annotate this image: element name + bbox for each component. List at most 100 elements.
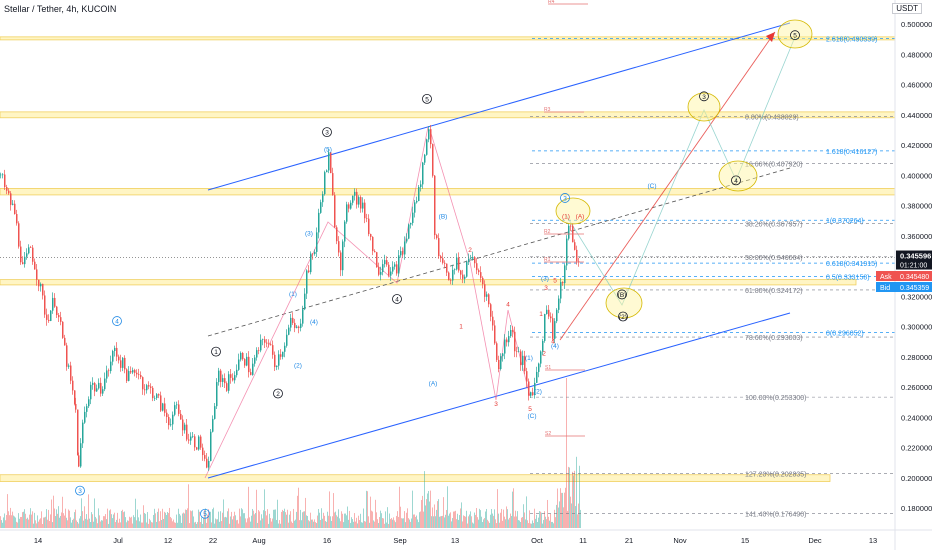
candle-body: [372, 236, 374, 252]
volume-bar: [367, 491, 368, 528]
candle: [396, 260, 398, 276]
candle: [500, 353, 502, 371]
candle-body: [556, 309, 558, 322]
volume-bar: [512, 491, 513, 528]
elliott-wave-labels: 3 4 5 1 2 3 4 5 (1) (2) (3) (4) (5) (A) (B) (C) (1) (2) (3…: [75, 30, 800, 519]
volume-bar: [112, 518, 113, 528]
candle-body: [360, 197, 362, 209]
volume-bar: [399, 486, 400, 528]
wave-label-circle: [617, 289, 627, 300]
candle-body: [192, 436, 194, 437]
price-tick-label: 0.180000: [901, 504, 932, 513]
wave-label-circle: [422, 93, 432, 104]
volume-bar: [330, 516, 331, 528]
volume-bar: [366, 490, 367, 528]
volume-bar: [9, 515, 10, 528]
volume-bar: [540, 511, 541, 528]
wave-label-circle: [112, 316, 122, 326]
volume-bar: [27, 517, 28, 528]
candle-body: [418, 186, 420, 201]
candle-body: [392, 266, 394, 272]
candle: [8, 188, 10, 195]
candle-body: [36, 269, 38, 280]
candle-body: [42, 283, 44, 296]
volume-bar: [520, 522, 521, 528]
candle: [574, 239, 576, 251]
volume-bar: [156, 521, 157, 528]
volume-bar: [500, 512, 501, 528]
volume-bar: [343, 522, 344, 528]
volume-bar: [429, 501, 430, 528]
candle: [314, 249, 316, 256]
volume-bar: [555, 517, 556, 528]
candle: [322, 191, 324, 207]
candle-body: [490, 304, 492, 317]
candle-body: [110, 361, 112, 372]
volume-bar: [411, 518, 412, 528]
volume-bar: [166, 515, 167, 528]
volume-bar: [556, 504, 557, 528]
candle-body: [404, 241, 406, 255]
volume-bar: [29, 514, 30, 528]
candle: [22, 256, 24, 265]
candle: [274, 351, 276, 371]
candle-body: [384, 260, 386, 265]
volume-bar: [434, 504, 435, 528]
volume-bar: [301, 520, 302, 528]
candle: [18, 221, 20, 249]
candle: [372, 236, 374, 256]
volume-bar: [53, 495, 54, 528]
candle-body: [570, 225, 572, 227]
volume-bar: [2, 522, 3, 528]
volume-bar: [238, 523, 239, 528]
volume-bar: [372, 511, 373, 528]
volume-bar: [180, 515, 181, 528]
candle: [352, 195, 354, 206]
volume-bar: [105, 514, 106, 528]
projection-arrow-line: [559, 31, 776, 341]
volume-bar: [103, 516, 104, 528]
volume-bar: [348, 519, 349, 528]
wave-label-circle: [790, 30, 800, 41]
volume-bar: [277, 499, 278, 528]
candle: [532, 387, 534, 397]
volume-bar: [272, 518, 273, 528]
volume-bar: [534, 508, 535, 528]
candle-body: [356, 191, 358, 205]
volume-bar: [125, 517, 126, 528]
volume-bar: [141, 522, 142, 528]
candle-body: [94, 383, 96, 392]
volume-bar: [394, 520, 395, 528]
candle: [138, 368, 140, 380]
volume-bar: [419, 512, 420, 528]
candle: [116, 342, 118, 362]
volume-bar: [347, 506, 348, 528]
candle: [556, 308, 558, 324]
wave-label: (2): [619, 314, 627, 321]
price-tick-label: 0.240000: [901, 413, 932, 422]
volume-bar: [60, 515, 61, 528]
volume-bar: [230, 516, 231, 528]
currency-button[interactable]: USDT: [892, 3, 922, 14]
volume-bar: [522, 517, 523, 528]
volume-bar: [283, 511, 284, 528]
volume-bar: [393, 517, 394, 528]
candle: [360, 195, 362, 213]
volume-bar: [284, 508, 285, 528]
volume-bar: [485, 511, 486, 528]
sr-zone: [0, 188, 896, 196]
volume-bar: [576, 456, 577, 528]
volume-bar: [13, 515, 14, 528]
volume-bar: [234, 511, 235, 528]
trend-channel: [207, 22, 791, 479]
volume-bar: [437, 501, 438, 528]
pivot-marker-label: R4: [548, 0, 555, 5]
volume-bar: [94, 498, 95, 528]
volume-bar: [507, 509, 508, 528]
volume-bar: [135, 498, 136, 528]
candle: [390, 267, 392, 281]
wave-label: 1: [214, 349, 218, 356]
candle-body: [18, 223, 20, 247]
